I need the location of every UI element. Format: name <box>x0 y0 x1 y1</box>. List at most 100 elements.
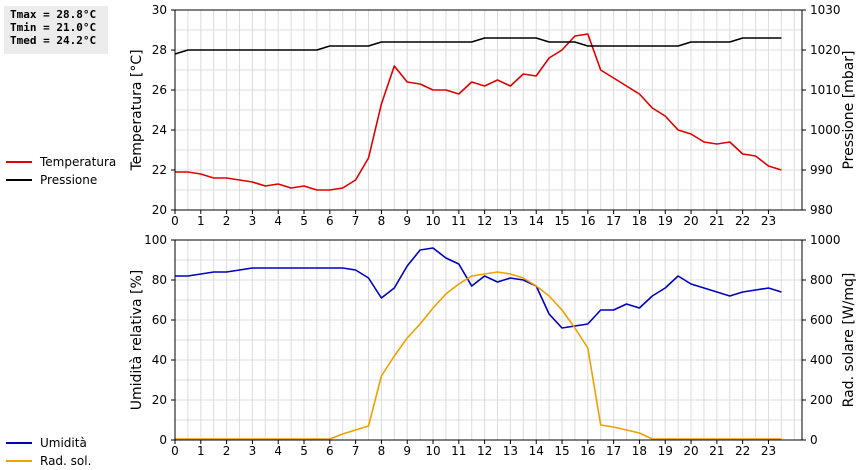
x-tick-label: 1 <box>197 214 205 228</box>
y-left-tick-label: 0 <box>159 433 167 447</box>
x-tick-label: 2 <box>223 214 231 228</box>
x-tick-label: 10 <box>425 444 440 458</box>
x-tick-label: 11 <box>451 214 466 228</box>
x-tick-label: 22 <box>735 214 750 228</box>
legend-label-pressione: Pressione <box>40 173 98 187</box>
x-tick-label: 11 <box>451 444 466 458</box>
x-tick-label: 19 <box>658 444 673 458</box>
x-tick-label: 2 <box>223 444 231 458</box>
y-left-tick-label: 40 <box>152 353 167 367</box>
x-tick-label: 16 <box>580 444 595 458</box>
y-right-tick-label: 0 <box>810 433 818 447</box>
y-left-tick-label: 24 <box>152 123 167 137</box>
y-right-tick-label: 1010 <box>810 83 841 97</box>
x-tick-label: 10 <box>425 214 440 228</box>
panel-0: 0 1 2 3 4 5 6 7 8 9 10 11 12 13 14 15 16 17 18 19 20 21 22 2320… <box>129 3 857 228</box>
y-right-tick-label: 600 <box>810 313 833 327</box>
stat-tmin: Tmin = 21.0°C <box>10 21 97 34</box>
x-tick-label: 22 <box>735 444 750 458</box>
y-right-tick-label: 980 <box>810 203 833 217</box>
y-left-tick-label: 22 <box>152 163 167 177</box>
x-tick-label: 17 <box>606 444 621 458</box>
x-tick-label: 17 <box>606 214 621 228</box>
legend-swatch-umidita <box>6 442 32 444</box>
y-left-tick-label: 26 <box>152 83 167 97</box>
x-tick-label: 18 <box>632 444 647 458</box>
x-tick-label: 12 <box>477 444 492 458</box>
y-left-tick-label: 20 <box>152 203 167 217</box>
y-left-axis-title: Temperatura [°C] <box>129 49 145 171</box>
y-left-tick-label: 28 <box>152 43 167 57</box>
y-left-tick-label: 30 <box>152 3 167 17</box>
legend-swatch-temperatura <box>6 161 32 163</box>
legend-item-pressione: Pressione <box>6 171 116 189</box>
x-tick-label: 14 <box>529 444 544 458</box>
x-tick-label: 23 <box>761 444 776 458</box>
legend-swatch-pressione <box>6 179 32 181</box>
x-tick-label: 13 <box>503 214 518 228</box>
x-tick-label: 15 <box>554 444 569 458</box>
y-right-tick-label: 990 <box>810 163 833 177</box>
panel-1: 0 1 2 3 4 5 6 7 8 9 10 11 12 13 14 15 16 17 18 19 20 21 22 2302… <box>129 233 857 458</box>
x-tick-label: 8 <box>378 444 386 458</box>
y-right-tick-label: 1020 <box>810 43 841 57</box>
series-line-temperatura <box>175 33 782 191</box>
x-tick-label: 13 <box>503 444 518 458</box>
x-tick-label: 0 <box>171 214 179 228</box>
x-tick-label: 15 <box>554 214 569 228</box>
y-right-tick-label: 1000 <box>810 233 841 247</box>
y-left-tick-label: 100 <box>144 233 167 247</box>
x-tick-label: 19 <box>658 214 673 228</box>
x-tick-label: 16 <box>580 214 595 228</box>
legend-item-umidita: Umidità <box>6 434 91 452</box>
x-tick-label: 0 <box>171 444 179 458</box>
x-tick-label: 21 <box>709 214 724 228</box>
x-tick-label: 3 <box>249 444 257 458</box>
x-tick-label: 1 <box>197 444 205 458</box>
legend-swatch-rad-sol <box>6 460 32 462</box>
x-tick-label: 5 <box>300 214 308 228</box>
x-tick-label: 7 <box>352 444 360 458</box>
legend-label-umidita: Umidità <box>40 436 87 450</box>
y-right-axis-title: Pressione [mbar] <box>841 50 857 169</box>
y-left-tick-label: 60 <box>152 313 167 327</box>
x-tick-label: 18 <box>632 214 647 228</box>
x-tick-label: 7 <box>352 214 360 228</box>
y-right-tick-label: 1030 <box>810 3 841 17</box>
x-tick-label: 21 <box>709 444 724 458</box>
x-tick-label: 14 <box>529 214 544 228</box>
y-right-tick-label: 400 <box>810 353 833 367</box>
legend-top: Temperatura Pressione <box>6 153 116 189</box>
stat-tmax: Tmax = 28.8°C <box>10 8 97 21</box>
x-tick-label: 6 <box>326 444 334 458</box>
y-left-axis-title: Umidità relativa [%] <box>129 270 145 411</box>
stat-tmed: Tmed = 24.2°C <box>10 34 97 47</box>
x-tick-label: 6 <box>326 214 334 228</box>
series-line-umidit <box>175 247 782 329</box>
x-tick-label: 20 <box>683 444 698 458</box>
y-right-axis-title: Rad. solare [W/mq] <box>841 273 857 408</box>
y-left-tick-label: 20 <box>152 393 167 407</box>
x-tick-label: 4 <box>274 444 282 458</box>
x-tick-label: 4 <box>274 214 282 228</box>
x-tick-label: 9 <box>403 444 411 458</box>
plot-frame <box>174 9 803 211</box>
series-line-rad-sol <box>175 271 782 440</box>
y-right-tick-label: 200 <box>810 393 833 407</box>
y-right-tick-label: 1000 <box>810 123 841 137</box>
x-tick-label: 20 <box>683 214 698 228</box>
y-right-tick-label: 800 <box>810 273 833 287</box>
x-tick-label: 9 <box>403 214 411 228</box>
legend-item-temperatura: Temperatura <box>6 153 116 171</box>
x-tick-label: 3 <box>249 214 257 228</box>
series-line-pressione <box>174 37 782 55</box>
x-tick-label: 5 <box>300 444 308 458</box>
y-left-tick-label: 80 <box>152 273 167 287</box>
x-tick-label: 23 <box>761 214 776 228</box>
x-tick-label: 8 <box>378 214 386 228</box>
x-tick-label: 12 <box>477 214 492 228</box>
stats-box: Tmax = 28.8°C Tmin = 21.0°C Tmed = 24.2°… <box>4 6 108 54</box>
chart-canvas: 0 1 2 3 4 5 6 7 8 9 10 11 12 13 14 15 16 17 18 19 20 21 22 2320… <box>129 3 857 458</box>
plot-frame <box>174 239 803 441</box>
legend-label-temperatura: Temperatura <box>40 155 117 169</box>
